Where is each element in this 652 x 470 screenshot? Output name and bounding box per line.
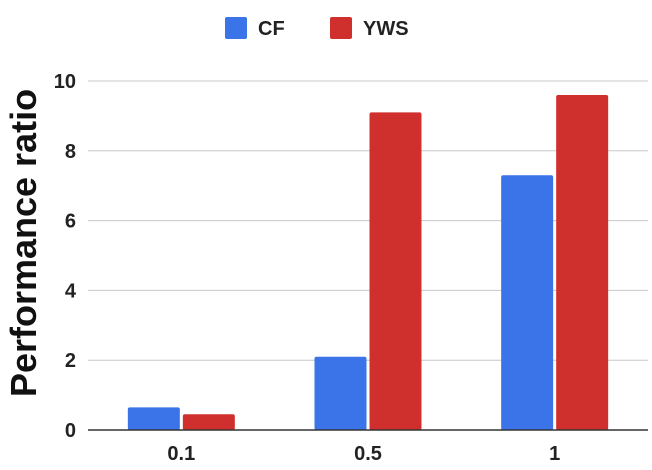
y-tick-label: 8: [65, 141, 76, 163]
bar-cf-0.1: [127, 407, 180, 430]
legend-swatch-cf: [225, 17, 247, 39]
y-axis-title: Performance ratio: [3, 89, 44, 397]
y-tick-labels: 0 2 4 6 8 10: [54, 71, 77, 442]
y-tick-label: 6: [65, 211, 76, 233]
y-tick-label: 10: [54, 71, 76, 93]
legend-swatch-yws: [330, 17, 352, 39]
bar-yws-1: [556, 94, 609, 431]
y-tick-label: 0: [65, 420, 76, 442]
bar-cf-0.5: [314, 356, 367, 430]
legend-label-yws: YWS: [363, 18, 409, 40]
bars: [127, 94, 609, 431]
legend-label-cf: CF: [258, 18, 285, 40]
gridlines: [88, 80, 648, 361]
x-tick-labels: 0.1 0.5 1: [167, 443, 560, 465]
legend: CF YWS: [225, 17, 409, 40]
bar-cf-1: [501, 175, 554, 430]
x-tick-label: 0.1: [167, 443, 195, 465]
y-tick-label: 4: [65, 280, 77, 302]
bar-yws-0.1: [182, 414, 235, 430]
x-tick-label: 0.5: [354, 443, 382, 465]
bar-yws-0.5: [369, 112, 422, 430]
y-tick-label: 2: [65, 350, 76, 372]
x-tick-label: 1: [549, 443, 560, 465]
